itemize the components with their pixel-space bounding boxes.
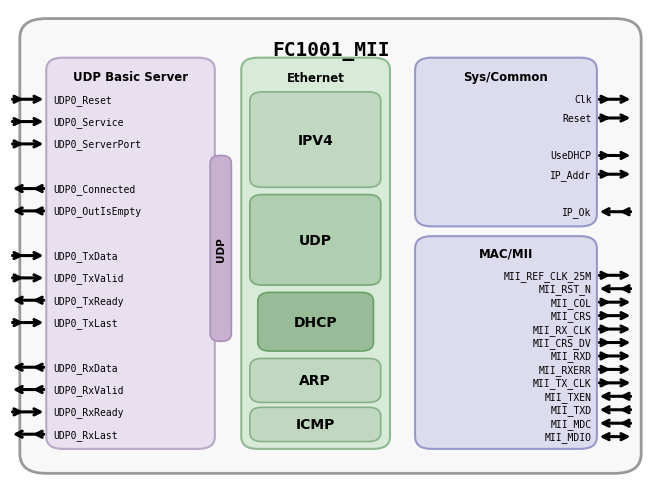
FancyBboxPatch shape — [210, 156, 231, 342]
Text: UDP0_OutIsEmpty: UDP0_OutIsEmpty — [53, 206, 141, 217]
Text: IP_Ok: IP_Ok — [563, 207, 592, 218]
Text: MII_CRS: MII_CRS — [551, 310, 592, 322]
Text: MII_RXERR: MII_RXERR — [539, 364, 592, 375]
Text: IP_Addr: IP_Addr — [551, 169, 592, 180]
Text: UDP0_Connected: UDP0_Connected — [53, 184, 135, 195]
Text: UDP0_RxLast: UDP0_RxLast — [53, 429, 118, 440]
Text: UDP0_TxData: UDP0_TxData — [53, 251, 118, 262]
Text: UDP0_TxReady: UDP0_TxReady — [53, 295, 124, 306]
Text: UDP0_Reset: UDP0_Reset — [53, 95, 112, 105]
Text: UDP Basic Server: UDP Basic Server — [73, 71, 188, 83]
Text: MII_CRS_DV: MII_CRS_DV — [533, 337, 592, 348]
Text: UDP0_RxData: UDP0_RxData — [53, 362, 118, 373]
Text: Sys/Common: Sys/Common — [463, 71, 549, 83]
Text: MII_TXD: MII_TXD — [551, 405, 592, 415]
Text: UDP0_Service: UDP0_Service — [53, 117, 124, 128]
FancyBboxPatch shape — [415, 237, 597, 449]
Text: ICMP: ICMP — [295, 418, 335, 431]
Text: MII_MDC: MII_MDC — [551, 418, 592, 429]
Text: UDP0_RxReady: UDP0_RxReady — [53, 407, 124, 417]
FancyBboxPatch shape — [258, 293, 373, 351]
Text: UDP0_ServerPort: UDP0_ServerPort — [53, 139, 141, 150]
FancyBboxPatch shape — [241, 59, 390, 449]
Text: IPV4: IPV4 — [297, 133, 333, 147]
Text: MII_COL: MII_COL — [551, 297, 592, 308]
FancyBboxPatch shape — [46, 59, 215, 449]
Text: UDP0_RxValid: UDP0_RxValid — [53, 385, 124, 395]
FancyBboxPatch shape — [250, 407, 381, 442]
Text: MII_RXD: MII_RXD — [551, 351, 592, 362]
Text: UDP: UDP — [215, 237, 226, 261]
Text: UDP: UDP — [299, 233, 332, 247]
Text: ARP: ARP — [299, 374, 331, 387]
Text: Clk: Clk — [574, 95, 592, 105]
Text: MII_RX_CLK: MII_RX_CLK — [533, 324, 592, 335]
Text: UDP0_TxValid: UDP0_TxValid — [53, 273, 124, 284]
FancyBboxPatch shape — [250, 359, 381, 403]
Text: UDP0_TxLast: UDP0_TxLast — [53, 318, 118, 328]
Text: FC1001_MII: FC1001_MII — [272, 42, 389, 61]
Text: MII_RST_N: MII_RST_N — [539, 284, 592, 295]
Text: Reset: Reset — [563, 114, 592, 124]
Text: MII_REF_CLK_25M: MII_REF_CLK_25M — [504, 270, 592, 281]
Text: MII_MDIO: MII_MDIO — [545, 431, 592, 442]
FancyBboxPatch shape — [415, 59, 597, 227]
Text: MAC/MII: MAC/MII — [479, 247, 533, 260]
Text: UseDHCP: UseDHCP — [551, 151, 592, 161]
Text: DHCP: DHCP — [294, 315, 337, 329]
Text: MII_TX_CLK: MII_TX_CLK — [533, 378, 592, 388]
Text: MII_TXEN: MII_TXEN — [545, 391, 592, 402]
Text: Ethernet: Ethernet — [287, 72, 344, 84]
FancyBboxPatch shape — [250, 93, 381, 188]
FancyBboxPatch shape — [250, 195, 381, 285]
FancyBboxPatch shape — [20, 20, 641, 473]
